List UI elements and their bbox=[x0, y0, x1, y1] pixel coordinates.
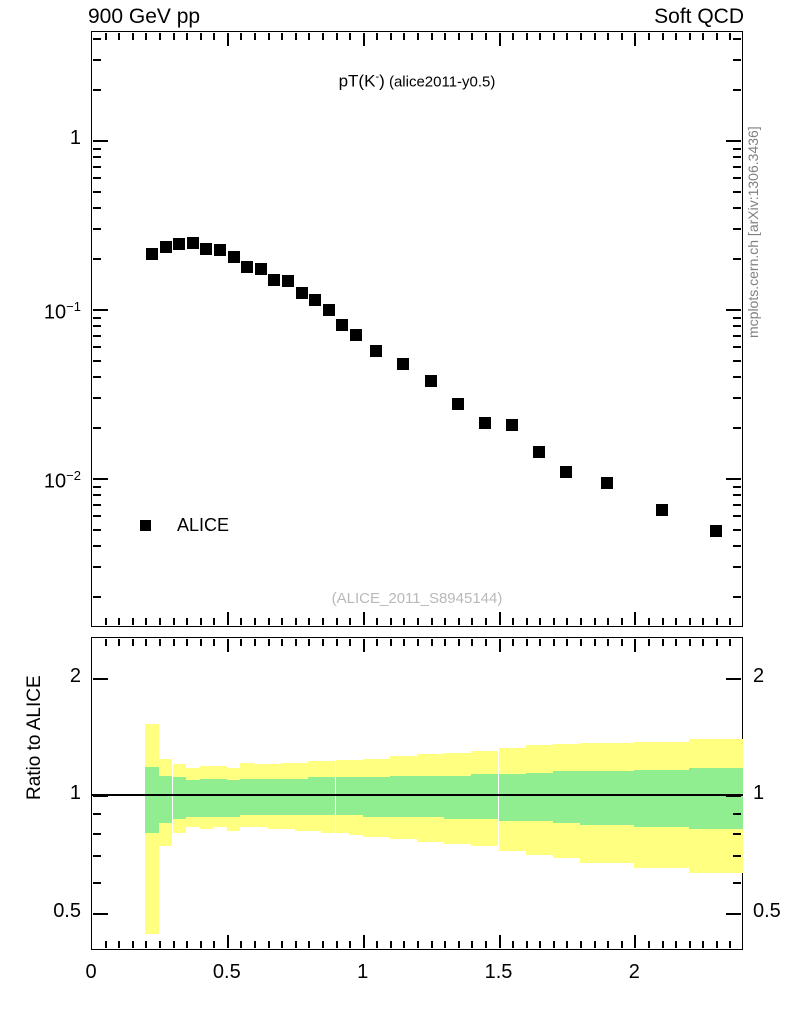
band-inner bbox=[335, 777, 350, 815]
legend-marker-alice bbox=[140, 519, 151, 531]
band-inner bbox=[552, 771, 580, 823]
legend-label-alice: ALICE bbox=[177, 515, 230, 535]
data-point bbox=[241, 260, 254, 273]
data-point bbox=[295, 286, 308, 299]
band-inner bbox=[362, 777, 390, 817]
band-inner bbox=[525, 772, 553, 821]
band-inner bbox=[498, 774, 526, 821]
header-process: Soft QCD bbox=[654, 5, 744, 28]
band-inner bbox=[349, 777, 363, 815]
band-inner bbox=[634, 769, 689, 827]
x-tick-label-1: 0.5 bbox=[212, 961, 241, 983]
data-point bbox=[200, 242, 213, 255]
data-point bbox=[424, 374, 437, 387]
ratio-y-label-right-2: 0.5 bbox=[753, 899, 781, 922]
plot-title-close: ) bbox=[379, 71, 385, 91]
data-point bbox=[506, 419, 519, 432]
band-inner bbox=[172, 777, 187, 819]
data-point bbox=[173, 237, 186, 250]
data-point bbox=[533, 445, 546, 458]
band-inner bbox=[471, 774, 499, 819]
data-point bbox=[254, 263, 267, 276]
band-inner bbox=[444, 775, 472, 819]
ratio-reference-line bbox=[91, 794, 743, 796]
data-point bbox=[281, 275, 294, 288]
plot-title: pT(K-) (alice2011-y0.5) bbox=[91, 71, 743, 92]
data-markers-layer bbox=[91, 31, 743, 627]
band-inner bbox=[267, 778, 282, 815]
main-y-label-2: 10−2 bbox=[43, 468, 81, 493]
plot-title-observable: pT(K bbox=[338, 71, 376, 91]
data-point bbox=[601, 477, 614, 490]
plot-title-superscript: - bbox=[375, 71, 380, 83]
main-y-label-1: 10−1 bbox=[43, 299, 81, 324]
data-point bbox=[214, 244, 227, 257]
data-point bbox=[336, 318, 349, 331]
main-plot-panel bbox=[91, 31, 743, 627]
data-point bbox=[159, 240, 172, 253]
x-tick-label-2: 1 bbox=[357, 961, 369, 983]
band-inner bbox=[308, 777, 322, 815]
legend: ALICE bbox=[140, 516, 229, 534]
main-axis-ticks bbox=[91, 31, 743, 627]
band-inner bbox=[389, 775, 417, 817]
data-point bbox=[322, 304, 335, 317]
data-point bbox=[560, 465, 573, 478]
ratio-y-label-left-0: 2 bbox=[69, 664, 81, 687]
band-inner bbox=[417, 775, 445, 817]
plot-title-annotation: (alice2011-y0.5) bbox=[388, 73, 496, 91]
x-tick-label-0: 0 bbox=[85, 961, 97, 983]
band-inner bbox=[213, 778, 227, 817]
band-inner bbox=[254, 778, 268, 815]
band-inner bbox=[199, 778, 214, 817]
ratio-axis-ticks bbox=[91, 637, 743, 950]
ratio-y-label-right-1: 1 bbox=[753, 782, 765, 804]
header-beam-energy: 900 GeV pp bbox=[88, 5, 201, 28]
ratio-y-label-left-2: 0.5 bbox=[53, 899, 81, 922]
data-point bbox=[478, 416, 491, 429]
data-point bbox=[349, 329, 362, 342]
band-inner bbox=[186, 780, 200, 817]
data-point bbox=[186, 236, 199, 249]
data-point bbox=[370, 345, 383, 358]
x-tick-label-4: 2 bbox=[628, 961, 640, 983]
band-inner bbox=[240, 778, 254, 815]
band-inner bbox=[145, 766, 159, 833]
ratio-y-label-left-1: 1 bbox=[69, 782, 81, 804]
ratio-y-label-right-0: 2 bbox=[753, 664, 765, 687]
ratio-axis-title: Ratio to ALICE bbox=[24, 675, 45, 800]
data-point bbox=[709, 525, 722, 538]
band-inner bbox=[281, 778, 295, 815]
band-inner bbox=[580, 771, 635, 825]
data-point bbox=[655, 504, 668, 517]
band-inner bbox=[688, 768, 743, 829]
band-inner bbox=[158, 775, 173, 823]
main-y-label-0: 1 bbox=[69, 127, 81, 149]
data-point bbox=[309, 294, 322, 307]
data-point bbox=[451, 398, 464, 411]
ratio-uncertainty-bands bbox=[91, 637, 743, 950]
analysis-id-watermark: (ALICE_2011_S8945144) bbox=[331, 590, 503, 607]
x-tick-label-3: 1.5 bbox=[484, 961, 513, 983]
band-inner bbox=[226, 780, 241, 817]
data-point bbox=[146, 247, 159, 260]
band-inner bbox=[321, 777, 336, 815]
data-point bbox=[227, 250, 240, 263]
data-point bbox=[397, 358, 410, 371]
band-inner bbox=[294, 778, 309, 815]
data-point bbox=[268, 274, 281, 287]
mcplots-credit: mcplots.cern.ch [arXiv:1306.3436] bbox=[745, 126, 761, 338]
